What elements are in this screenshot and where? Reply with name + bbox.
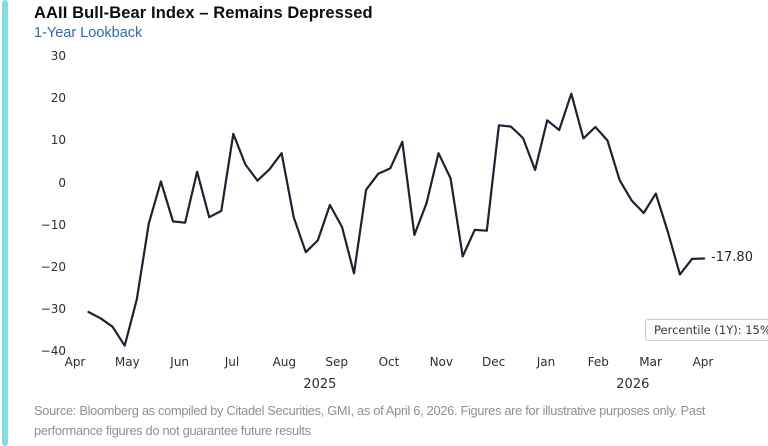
page-title: AAII Bull-Bear Index – Remains Depressed xyxy=(34,4,373,22)
last-value-label: -17.80 xyxy=(711,250,753,265)
y-tick-label: −30 xyxy=(40,301,66,316)
x-tick-label: Mar xyxy=(639,355,662,369)
x-tick-label: Jun xyxy=(170,355,190,369)
page-subtitle: 1-Year Lookback xyxy=(34,25,143,41)
source-line-1: Source: Bloomberg as compiled by Citadel… xyxy=(34,403,706,418)
y-tick-label: −40 xyxy=(40,344,66,359)
y-tick-label: 10 xyxy=(50,133,66,148)
year-label: 2025 xyxy=(303,377,337,392)
x-tick-label: Apr xyxy=(692,355,714,369)
y-tick-label: −20 xyxy=(40,259,66,274)
chart-canvas xyxy=(87,92,706,347)
y-tick-label: 0 xyxy=(58,175,66,190)
x-tick-label: Feb xyxy=(587,355,609,369)
x-tick-label: Jan xyxy=(536,355,556,369)
x-tick-label: Nov xyxy=(429,355,453,369)
x-tick-label: Aug xyxy=(272,355,297,369)
percentile-annotation: Percentile (1Y): 15% xyxy=(645,319,768,341)
source-note: Source: Bloomberg as compiled by Citadel… xyxy=(34,401,757,441)
x-tick-label: Dec xyxy=(482,355,506,369)
bull-bear-line xyxy=(87,92,706,347)
plot-area: 30 20 10 0 −10 −20 −30 −40 Apr May Jun Jul Aug Sep Oc… xyxy=(40,49,768,392)
y-tick-label: −10 xyxy=(40,217,66,232)
x-tick-label: Sep xyxy=(325,355,348,369)
accent-bar xyxy=(2,0,8,446)
x-tick-label: May xyxy=(114,355,140,369)
x-tick-label: Apr xyxy=(64,355,86,369)
source-line-2: performance figures do not guarantee fut… xyxy=(34,423,311,438)
y-tick-label: 20 xyxy=(50,91,66,106)
x-tick-label: Jul xyxy=(224,355,240,369)
x-tick-label: Oct xyxy=(378,355,400,369)
y-tick-label: 30 xyxy=(50,49,66,64)
year-label: 2026 xyxy=(616,377,650,392)
